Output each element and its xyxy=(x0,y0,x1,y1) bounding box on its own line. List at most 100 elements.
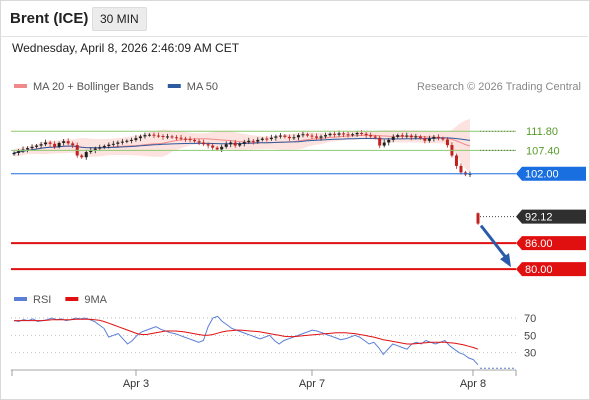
candle-body xyxy=(314,136,318,138)
candle xyxy=(351,132,355,137)
candle xyxy=(48,140,52,147)
candle xyxy=(98,144,102,151)
x-tick-label: Apr 7 xyxy=(299,378,325,390)
rsi-line xyxy=(13,315,479,366)
candle-body xyxy=(333,133,337,135)
candle xyxy=(287,134,291,141)
candle xyxy=(57,141,61,149)
candle xyxy=(247,137,251,144)
candle xyxy=(414,133,418,140)
candle-body xyxy=(220,146,224,150)
legend-swatch xyxy=(14,297,27,301)
candle xyxy=(12,151,16,156)
candle-body xyxy=(251,140,255,142)
candle xyxy=(152,132,156,139)
candle-body xyxy=(391,136,395,140)
candle-body xyxy=(62,141,66,143)
candle-body xyxy=(355,132,359,135)
candle-body xyxy=(364,133,368,136)
candle xyxy=(391,134,395,143)
candle-body xyxy=(274,136,278,138)
candle-body xyxy=(378,137,382,146)
rsi-legend-item: 9MA xyxy=(65,294,108,306)
candle xyxy=(193,138,197,143)
candle-body xyxy=(84,152,88,158)
candle xyxy=(44,139,48,147)
candle xyxy=(256,137,260,144)
candle-body xyxy=(409,135,413,138)
candle-body xyxy=(387,139,391,143)
candle xyxy=(324,132,328,139)
level-support: 80.00 xyxy=(11,262,586,277)
candle xyxy=(305,132,309,138)
candle-body xyxy=(305,134,309,136)
candle xyxy=(35,144,39,149)
candle xyxy=(423,135,427,144)
gap-candle xyxy=(476,212,480,225)
candle xyxy=(102,144,106,149)
candle-body xyxy=(310,135,314,137)
candle xyxy=(355,130,359,137)
candle-body xyxy=(283,135,287,137)
candle xyxy=(387,138,391,146)
candle-body xyxy=(242,142,246,144)
candle xyxy=(382,139,386,148)
candle xyxy=(432,135,436,142)
candle xyxy=(179,134,183,141)
candle xyxy=(418,134,422,140)
candle-body xyxy=(111,143,115,145)
legend-label: MA 50 xyxy=(187,81,218,93)
candle-body xyxy=(260,138,264,140)
candle xyxy=(156,132,160,138)
candle-body xyxy=(337,133,341,135)
candle-body xyxy=(35,145,39,147)
candle xyxy=(62,138,66,146)
candle-body xyxy=(369,135,373,137)
candle xyxy=(314,133,318,140)
candle-body xyxy=(26,148,30,150)
candle-body xyxy=(328,133,332,136)
candle-body xyxy=(373,136,377,138)
candle xyxy=(409,133,413,141)
candle-body xyxy=(247,140,251,143)
candle xyxy=(373,134,377,140)
candle-body xyxy=(215,147,219,150)
candle xyxy=(211,142,215,150)
candle-body xyxy=(188,139,192,141)
candle-body xyxy=(80,155,84,158)
legend-swatch xyxy=(14,84,27,88)
level-last-price: 92.12 xyxy=(480,209,586,224)
candle-body xyxy=(44,142,48,145)
candle-body xyxy=(179,137,183,139)
candle xyxy=(369,132,373,139)
candle-body xyxy=(459,165,463,173)
candle xyxy=(116,140,120,147)
candle-body xyxy=(166,136,170,138)
candle xyxy=(238,142,242,148)
candle xyxy=(364,131,368,139)
timeframe-button[interactable]: 30 MIN xyxy=(92,7,147,31)
candle-body xyxy=(400,135,404,137)
candle xyxy=(129,137,133,144)
legend-label: MA 20 + Bollinger Bands xyxy=(33,81,154,93)
candle xyxy=(125,139,129,144)
candle-body xyxy=(476,213,480,224)
candle-body xyxy=(269,137,273,140)
candle-body xyxy=(175,137,179,139)
candle-body xyxy=(351,134,355,136)
candle xyxy=(166,133,170,140)
instrument-title: Brent (ICE) xyxy=(10,10,89,27)
candle xyxy=(436,134,440,141)
x-tick-label: Apr 3 xyxy=(123,378,149,390)
candle-body xyxy=(256,139,260,142)
candle xyxy=(342,131,346,138)
candle xyxy=(30,144,34,151)
candle xyxy=(188,136,192,143)
candle xyxy=(378,135,382,149)
rsi-tick-label: 70 xyxy=(524,313,536,325)
candle xyxy=(111,140,115,147)
candle xyxy=(197,138,201,146)
candle xyxy=(283,134,287,139)
candle xyxy=(26,146,30,153)
level-tag xyxy=(516,236,586,251)
